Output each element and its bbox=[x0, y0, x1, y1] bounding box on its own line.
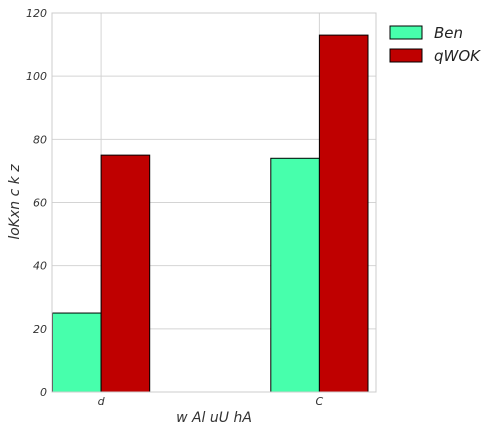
bar-ben-d bbox=[52, 312, 102, 393]
x-tick-label: C bbox=[316, 395, 324, 408]
plot-frame bbox=[51, 12, 377, 393]
bar-qwok-c bbox=[318, 34, 369, 393]
y-tick-label: 120 bbox=[26, 7, 47, 20]
x-axis-label: w Al uU hA bbox=[176, 410, 252, 426]
bar-ben-c bbox=[270, 157, 320, 393]
legend-label-ben: Ben bbox=[434, 24, 463, 42]
legend-swatch-qwok bbox=[389, 48, 423, 63]
bars bbox=[52, 34, 369, 393]
x-tick-label: d bbox=[98, 395, 106, 408]
y-tick-label: 80 bbox=[33, 133, 47, 146]
bar-qwok-d bbox=[100, 154, 151, 393]
legend: Ben qWOK bbox=[389, 24, 481, 65]
y-tick-label: 20 bbox=[33, 323, 47, 336]
y-tick-label: 60 bbox=[33, 197, 47, 210]
y-tick-label: 100 bbox=[26, 70, 47, 83]
legend-label-qwok: qWOK bbox=[434, 47, 481, 65]
y-tick-label: 40 bbox=[33, 260, 47, 273]
y-tick-labels: 0 20 40 60 80 100 120 bbox=[26, 7, 47, 399]
legend-swatch-ben bbox=[389, 25, 423, 40]
y-tick-label: 0 bbox=[40, 386, 47, 399]
y-axis-label: loKxn c k z bbox=[7, 164, 23, 240]
